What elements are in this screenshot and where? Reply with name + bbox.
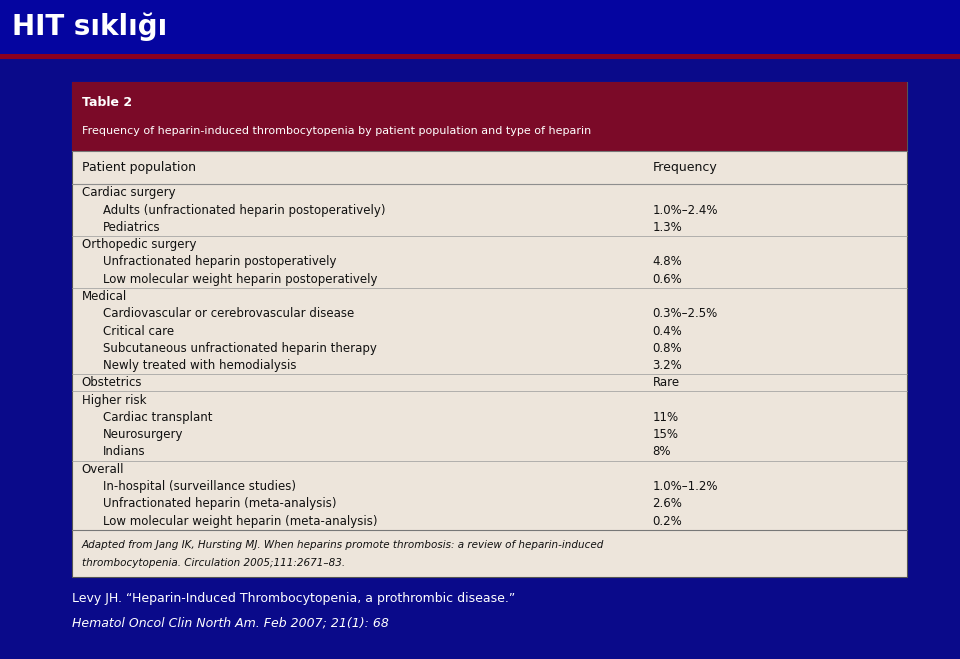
Text: Table 2: Table 2: [82, 96, 132, 109]
Text: 8%: 8%: [653, 445, 671, 459]
Text: Obstetrics: Obstetrics: [82, 376, 142, 389]
Text: 11%: 11%: [653, 411, 679, 424]
Text: 1.0%–1.2%: 1.0%–1.2%: [653, 480, 718, 493]
Text: Subcutaneous unfractionated heparin therapy: Subcutaneous unfractionated heparin ther…: [103, 342, 376, 355]
Text: 1.0%–2.4%: 1.0%–2.4%: [653, 204, 718, 217]
Text: Levy JH. “Heparin-Induced Thrombocytopenia, a prothrombic disease.”: Levy JH. “Heparin-Induced Thrombocytopen…: [72, 592, 516, 605]
Text: 0.4%: 0.4%: [653, 324, 683, 337]
Text: 0.8%: 0.8%: [653, 342, 683, 355]
Text: HIT sıklığı: HIT sıklığı: [12, 13, 167, 42]
Text: Unfractionated heparin (meta-analysis): Unfractionated heparin (meta-analysis): [103, 498, 336, 510]
Text: thrombocytopenia. Circulation 2005;111:2671–83.: thrombocytopenia. Circulation 2005;111:2…: [82, 558, 345, 567]
Text: Frequency of heparin-induced thrombocytopenia by patient population and type of : Frequency of heparin-induced thrombocyto…: [82, 127, 590, 136]
Text: In-hospital (surveillance studies): In-hospital (surveillance studies): [103, 480, 296, 493]
Text: Low molecular weight heparin postoperatively: Low molecular weight heparin postoperati…: [103, 273, 377, 286]
Text: Patient population: Patient population: [82, 161, 196, 174]
Text: Medical: Medical: [82, 290, 127, 303]
Text: Orthopedic surgery: Orthopedic surgery: [82, 238, 196, 251]
Text: Critical care: Critical care: [103, 324, 174, 337]
Text: Cardiac surgery: Cardiac surgery: [82, 186, 176, 199]
Text: Higher risk: Higher risk: [82, 393, 146, 407]
Text: Neurosurgery: Neurosurgery: [103, 428, 183, 441]
Text: 1.3%: 1.3%: [653, 221, 683, 234]
Text: Hematol Oncol Clin North Am. Feb 2007; 21(1): 68: Hematol Oncol Clin North Am. Feb 2007; 2…: [72, 616, 389, 629]
Text: 15%: 15%: [653, 428, 679, 441]
Text: Adults (unfractionated heparin postoperatively): Adults (unfractionated heparin postopera…: [103, 204, 385, 217]
Text: Frequency: Frequency: [653, 161, 717, 174]
Text: 0.3%–2.5%: 0.3%–2.5%: [653, 307, 718, 320]
Text: 0.6%: 0.6%: [653, 273, 683, 286]
Text: 3.2%: 3.2%: [653, 359, 683, 372]
Text: 2.6%: 2.6%: [653, 498, 683, 510]
Text: 4.8%: 4.8%: [653, 256, 683, 268]
Text: Adapted from Jang IK, Hursting MJ. When heparins promote thrombosis: a review of: Adapted from Jang IK, Hursting MJ. When …: [82, 540, 604, 550]
Text: 0.2%: 0.2%: [653, 515, 683, 528]
Text: Pediatrics: Pediatrics: [103, 221, 160, 234]
Text: Low molecular weight heparin (meta-analysis): Low molecular weight heparin (meta-analy…: [103, 515, 377, 528]
Text: Cardiac transplant: Cardiac transplant: [103, 411, 212, 424]
Text: Overall: Overall: [82, 463, 124, 476]
Text: Rare: Rare: [653, 376, 680, 389]
Text: Indians: Indians: [103, 445, 145, 459]
Text: Newly treated with hemodialysis: Newly treated with hemodialysis: [103, 359, 297, 372]
Text: Cardiovascular or cerebrovascular disease: Cardiovascular or cerebrovascular diseas…: [103, 307, 354, 320]
Text: Unfractionated heparin postoperatively: Unfractionated heparin postoperatively: [103, 256, 336, 268]
